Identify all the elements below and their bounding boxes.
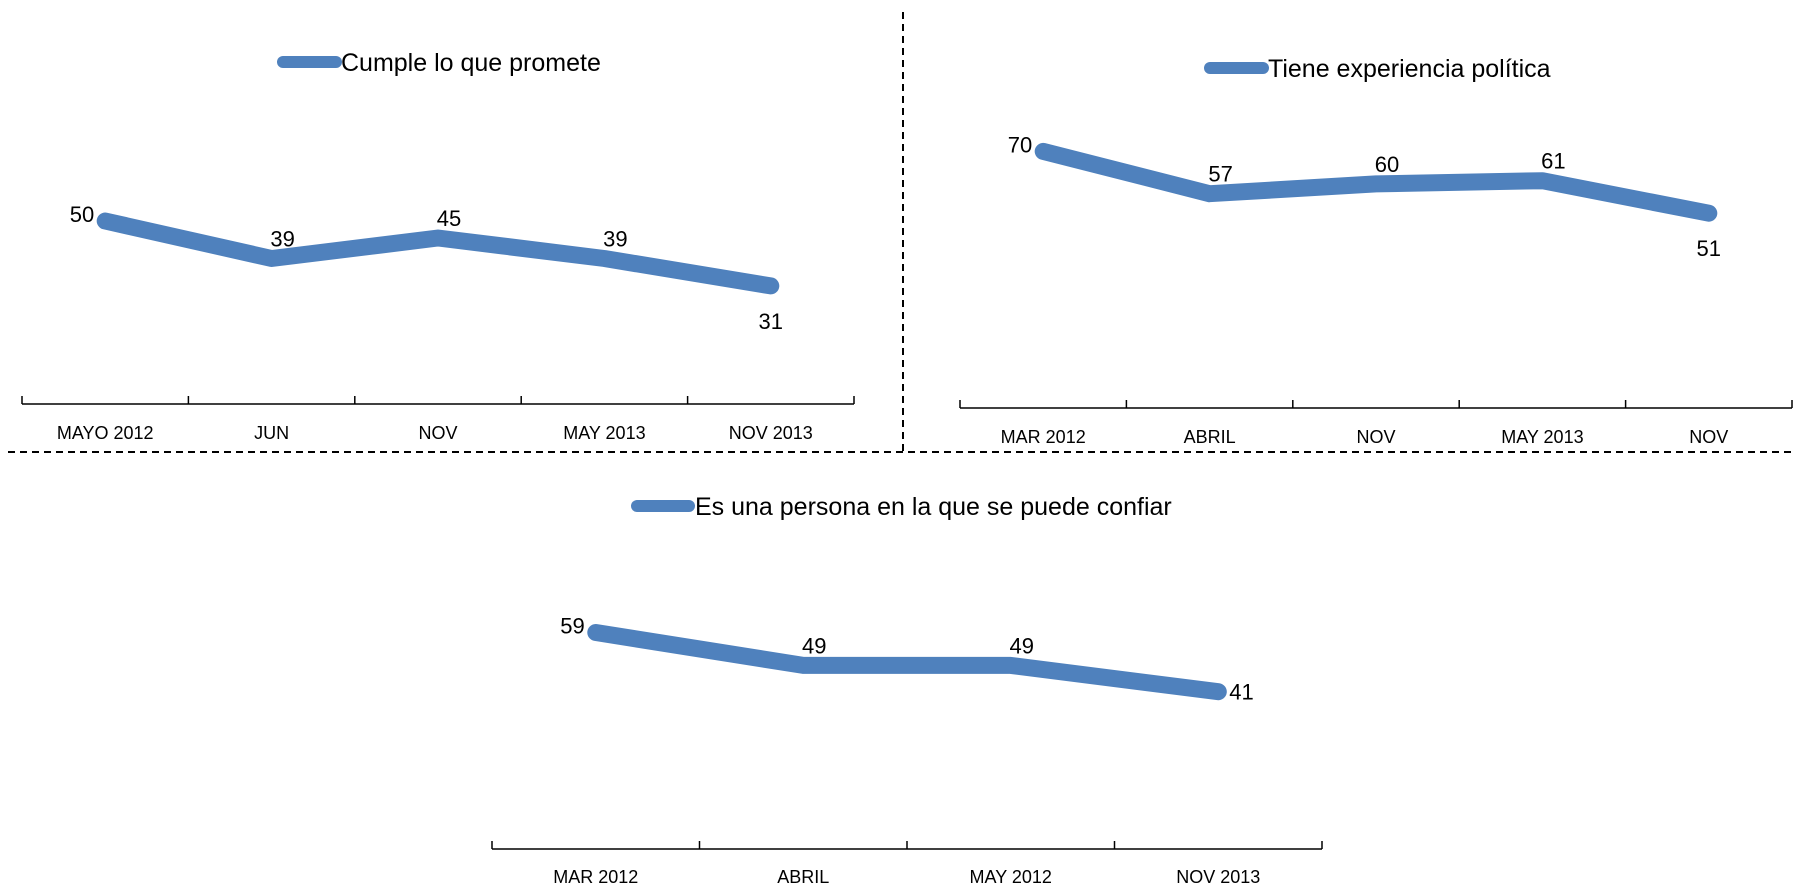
x-tick-label: ABRIL bbox=[777, 867, 829, 884]
x-tick-label: MAR 2012 bbox=[1001, 427, 1086, 447]
data-label: 41 bbox=[1229, 680, 1253, 705]
data-label: 61 bbox=[1541, 149, 1565, 174]
x-tick-label: JUN bbox=[254, 423, 289, 443]
chart-panel-2: Tiene experiencia política MAR 2012 ABRIL N… bbox=[959, 55, 1793, 447]
legend-label: Es una persona en la que se puede confia… bbox=[695, 493, 1172, 521]
data-label: 60 bbox=[1375, 152, 1399, 177]
x-tick-label: MAY 2013 bbox=[563, 423, 645, 443]
legend-label: Cumple lo que promete bbox=[341, 49, 601, 77]
series-line bbox=[1034, 142, 1718, 222]
x-tick-label: MAR 2012 bbox=[553, 867, 638, 884]
x-tick-label: MAY 2012 bbox=[970, 867, 1052, 884]
chart-panel-3: Es una persona en la que se puede confia… bbox=[491, 493, 1323, 884]
x-tick-label: MAYO 2012 bbox=[57, 423, 154, 443]
x-tick-label: NOV 2013 bbox=[729, 423, 813, 443]
chart-panels: Cumple lo que promete MAYO 2012 JUN NOV MAY … bbox=[21, 49, 1793, 884]
x-tick-label: MAY 2013 bbox=[1501, 427, 1583, 447]
data-label: 50 bbox=[70, 202, 94, 227]
x-tick-label: NOV bbox=[1689, 427, 1728, 447]
legend-label: Tiene experiencia política bbox=[1268, 55, 1551, 83]
data-label: 59 bbox=[560, 614, 584, 639]
x-tick-label: NOV bbox=[418, 423, 457, 443]
x-tick-label: NOV bbox=[1356, 427, 1395, 447]
series-line bbox=[587, 624, 1227, 701]
data-label: 57 bbox=[1208, 162, 1232, 187]
data-label: 39 bbox=[603, 227, 627, 252]
data-label: 39 bbox=[270, 227, 294, 252]
data-label: 45 bbox=[437, 206, 461, 231]
x-tick-label: ABRIL bbox=[1184, 427, 1236, 447]
data-label: 49 bbox=[1010, 633, 1034, 658]
data-label: 31 bbox=[759, 309, 783, 334]
x-tick-label: NOV 2013 bbox=[1176, 867, 1260, 884]
data-label: 70 bbox=[1008, 132, 1032, 157]
data-label: 49 bbox=[802, 633, 826, 658]
chart-panel-1: Cumple lo que promete MAYO 2012 JUN NOV MAY … bbox=[21, 49, 855, 443]
series-line bbox=[96, 212, 780, 295]
data-label: 51 bbox=[1697, 236, 1721, 261]
